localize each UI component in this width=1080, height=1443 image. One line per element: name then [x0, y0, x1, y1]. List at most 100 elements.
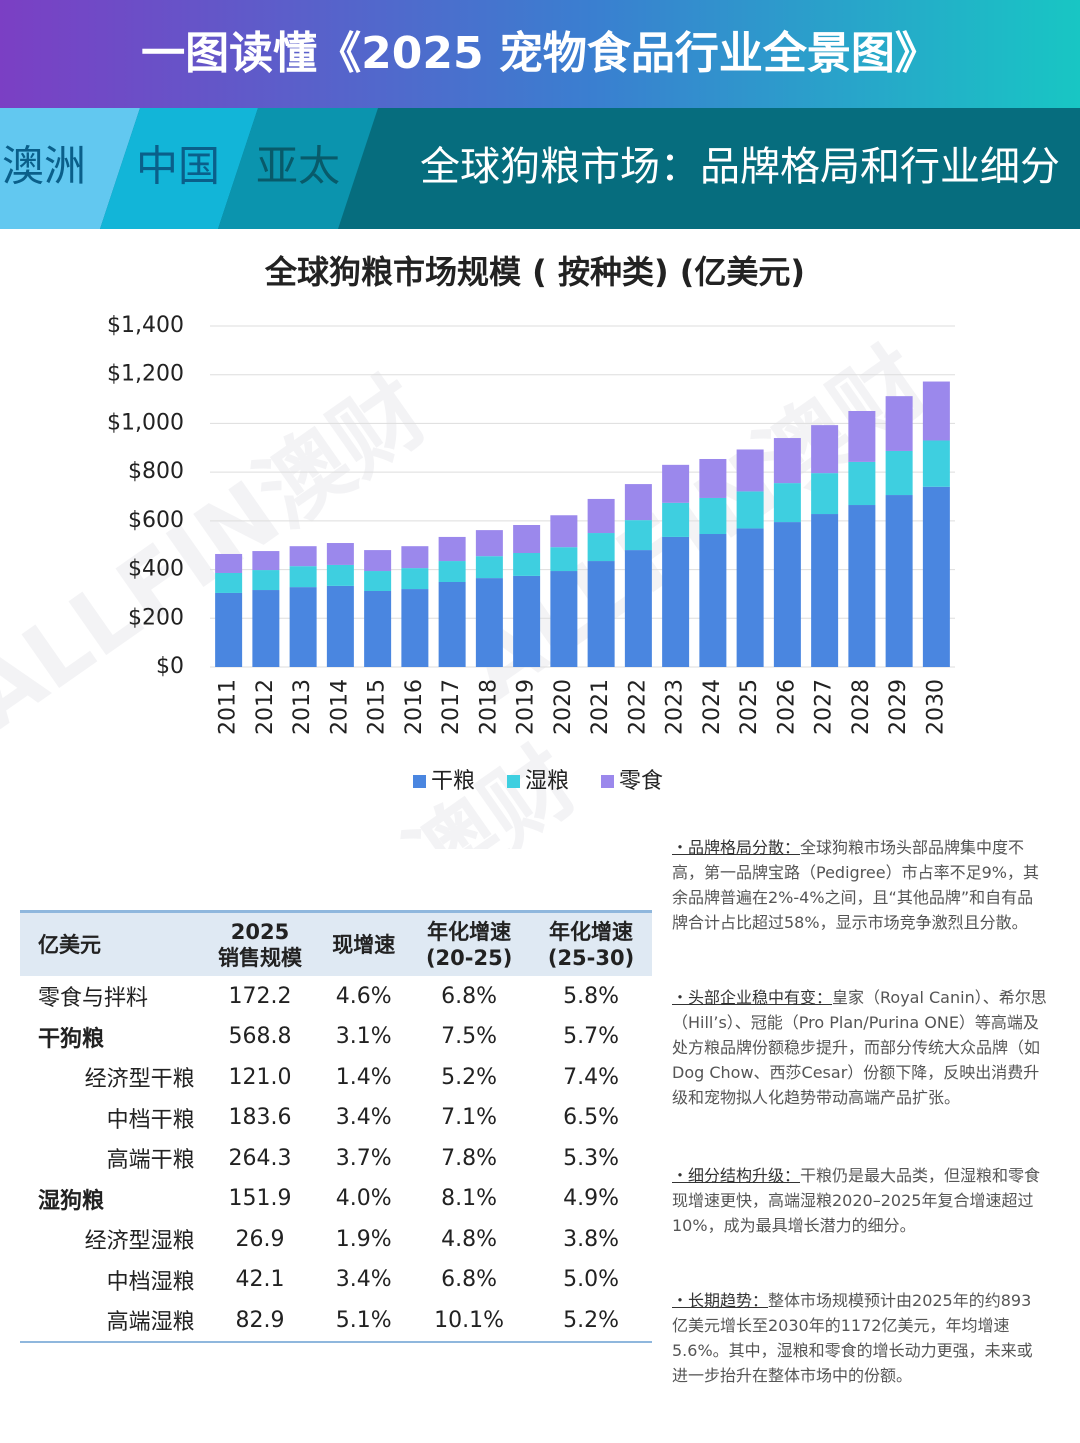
header-text: 年化增速 [549, 919, 634, 944]
x-tick-label: 2028 [849, 679, 874, 735]
bar [587, 561, 615, 667]
bar [699, 534, 727, 667]
bar [475, 556, 503, 579]
table-cell: 3.4% [335, 1267, 392, 1293]
x-tick-label: 2011 [216, 679, 241, 735]
table-header-cell: 年化增速 (20-25) [408, 911, 531, 976]
tab[interactable]: 中国 [136, 142, 220, 191]
tab[interactable]: 澳洲 [2, 142, 86, 191]
bar [364, 571, 392, 592]
note-text: 整体市场规模预计由2025年的约893亿美元增长至2030年的1172亿美元，年… [672, 1291, 1033, 1385]
table-cell: 26.9 [235, 1226, 285, 1252]
legend-swatch [413, 775, 426, 788]
bar [215, 553, 243, 573]
x-tick-label: 2016 [402, 679, 427, 735]
note-text: 皇家（Royal Canin）、希尔思（Hill’s）、冠能（Pro Plan/… [672, 988, 1047, 1107]
header-text: 年化增速 [427, 919, 512, 944]
table-cell: 中档干粮 [106, 1107, 195, 1133]
bar [252, 590, 280, 667]
table-cell: 7.1% [441, 1105, 498, 1131]
table-cell: 干狗粮 [38, 1026, 105, 1052]
table-cell: 4.6% [335, 983, 392, 1009]
table-cell: 42.1 [235, 1267, 285, 1293]
bar [811, 473, 839, 515]
x-tick-label: 2029 [886, 679, 911, 735]
table-cell: 4.9% [563, 1186, 619, 1212]
x-tick-label: 2027 [812, 679, 837, 735]
header-text: 销售规模 [217, 945, 302, 970]
bar [773, 483, 801, 523]
note-heading: ・头部企业稳中有变： [672, 988, 833, 1007]
table-header-cell: 亿美元 [20, 911, 201, 976]
note-heading: ・长期趋势： [672, 1291, 769, 1310]
chart: 全球狗粮市场规模 ( 按种类) (亿美元) ALLFIN澳财ALLFIN澳财AL… [0, 253, 955, 849]
bar [326, 543, 354, 565]
bar [550, 571, 578, 667]
table-header-cell: 现增速 [319, 911, 409, 976]
table-row: 中档湿粮 42.1 3.4% 6.8% 5.0% [20, 1260, 652, 1301]
watermark: ALLFIN澳财 [98, 728, 596, 849]
page-title: 一图读懂《2025 宠物食品行业全景图》 [0, 0, 1080, 108]
bar [811, 514, 839, 667]
bar [811, 425, 839, 474]
y-tick-label: $1,200 [107, 362, 184, 387]
bar [401, 546, 429, 569]
bar [587, 498, 615, 534]
note-text: 全球狗粮市场头部品牌集中度不高，第一品牌宝路（Pedigree）市占率不足9%，… [672, 838, 1039, 932]
x-tick-label: 2021 [588, 679, 613, 735]
x-tick-label: 2014 [327, 679, 352, 735]
bar [699, 458, 727, 498]
legend-swatch [601, 775, 614, 788]
y-tick-label: $0 [156, 654, 184, 679]
table-row: 湿狗粮 151.9 4.0% 8.1% 4.9% [20, 1179, 652, 1220]
bar [773, 438, 801, 484]
bar [922, 381, 950, 441]
bar [550, 515, 578, 548]
bar [662, 502, 690, 537]
bar [401, 568, 429, 590]
bar [513, 575, 541, 667]
header-text: 现增速 [332, 932, 396, 957]
y-tick-label: $1,000 [107, 410, 184, 435]
tab-bar: 澳洲 中国 亚太 全球狗粮市场：品牌格局和行业细分 [0, 108, 1080, 229]
bar [401, 589, 429, 667]
note: ・品牌格局分散：全球狗粮市场头部品牌集中度不高，第一品牌宝路（Pedigree）… [672, 835, 1047, 935]
bar [513, 553, 541, 576]
bar [885, 396, 913, 451]
bar [885, 495, 913, 667]
bar [289, 566, 317, 588]
tab-bg [100, 108, 258, 229]
table-header-cell: 年化增速 (25-30) [530, 911, 652, 976]
table-cell: 高端干粮 [106, 1148, 195, 1174]
table-row: 高端湿粮 82.9 5.1% 10.1% 5.2% [20, 1300, 652, 1342]
tab[interactable]: 亚太 [256, 142, 340, 191]
subtitle: 全球狗粮市场：品牌格局和行业细分 [420, 144, 1060, 190]
table-cell: 7.4% [563, 1064, 619, 1090]
bar [624, 550, 652, 667]
y-tick-label: $200 [128, 605, 184, 630]
bar [475, 530, 503, 557]
legend-swatch [507, 775, 520, 788]
x-tick-label: 2012 [253, 679, 278, 735]
x-tick-label: 2023 [663, 679, 688, 735]
table-cell: 湿狗粮 [38, 1188, 105, 1214]
bar [624, 520, 652, 551]
table-cell: 172.2 [228, 983, 292, 1009]
x-tick-label: 2024 [700, 679, 725, 735]
table-cell: 中档湿粮 [106, 1269, 195, 1295]
table-cell: 5.0% [563, 1267, 619, 1293]
table-row: 高端干粮 264.3 3.7% 7.8% 5.3% [20, 1138, 652, 1179]
table-cell: 5.8% [563, 983, 619, 1009]
bar [885, 450, 913, 496]
header-text: (25-30) [547, 945, 635, 970]
header-text: (20-25) [425, 945, 513, 970]
table: 亿美元 2025 销售规模 现增速 年化增速 (20-25) 年化增速 (25-30) 零食与拌… [20, 910, 652, 1343]
table-cell: 经济型湿粮 [84, 1229, 195, 1255]
table-header-cell: 2025 销售规模 [200, 911, 320, 976]
table-cell: 5.2% [563, 1307, 619, 1333]
bar [364, 550, 392, 572]
bar [475, 578, 503, 667]
table-cell: 7.8% [441, 1145, 498, 1171]
y-tick-label: $400 [128, 557, 184, 582]
bar [326, 585, 354, 667]
